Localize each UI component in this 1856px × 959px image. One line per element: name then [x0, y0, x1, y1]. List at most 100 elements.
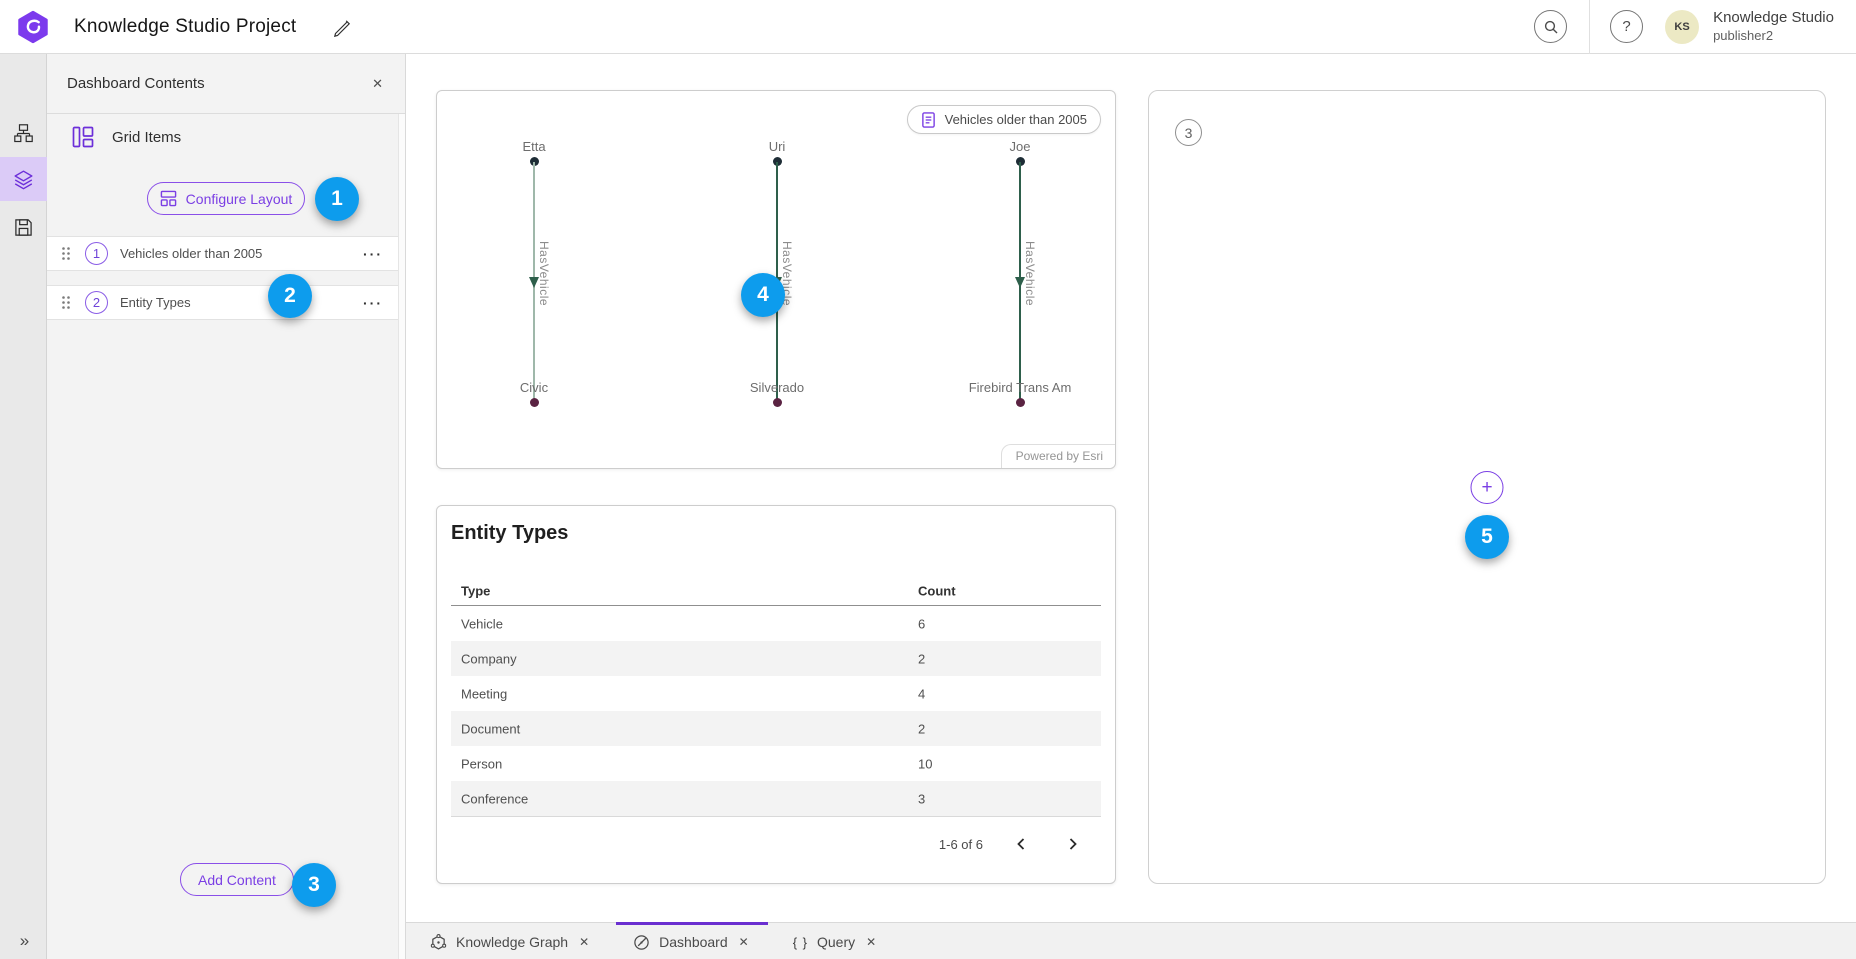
drag-handle-icon[interactable]	[61, 295, 71, 310]
cell-count: 10	[918, 756, 933, 771]
cell-type: Document	[461, 721, 521, 736]
next-page-button[interactable]	[1059, 833, 1087, 855]
table-row: Company 2	[451, 641, 1101, 676]
cell-count: 4	[918, 686, 926, 701]
edit-title-icon[interactable]	[332, 17, 352, 37]
tab-dashboard[interactable]: Dashboard ✕	[616, 922, 768, 959]
graph-node[interactable]	[529, 398, 539, 407]
slot-number-badge: 3	[1175, 119, 1202, 146]
knowledge-studio-logo-icon	[18, 10, 48, 43]
node-label: Uri	[768, 139, 786, 154]
add-content-button[interactable]: Add Content	[180, 863, 294, 896]
table-bottom-border	[451, 816, 1101, 817]
item-number-badge: 1	[85, 242, 108, 265]
document-icon	[921, 111, 935, 128]
column-header-type: Type	[461, 583, 491, 598]
app-header: Knowledge Studio Project ? KS Knowledge …	[0, 0, 1856, 54]
grid-item-label: Vehicles older than 2005	[120, 246, 263, 261]
drag-handle-icon[interactable]	[61, 246, 71, 261]
search-button[interactable]	[1534, 10, 1568, 43]
panel-title: Dashboard Contents	[67, 75, 205, 92]
grid-item-row-vehicles[interactable]: 1 Vehicles older than 2005 ···	[47, 236, 399, 271]
knowledge-graph-icon	[430, 933, 447, 950]
user-info[interactable]: Knowledge Studio publisher2	[1713, 9, 1834, 44]
annotation-badge-1: 1	[315, 177, 359, 221]
grid-item-row-entity-types[interactable]: 2 Entity Types ···	[47, 285, 399, 320]
column-header-count: Count	[918, 583, 956, 598]
graph-node[interactable]	[529, 157, 539, 166]
rail-item-data-model[interactable]	[0, 111, 47, 155]
rail-item-save[interactable]	[0, 205, 47, 249]
chevron-left-icon	[1017, 838, 1025, 850]
configure-layout-label: Configure Layout	[185, 190, 293, 207]
edge-arrow-icon	[529, 277, 539, 288]
cell-type: Meeting	[461, 686, 508, 701]
panel-header: Dashboard Contents ✕	[47, 54, 405, 114]
tab-query[interactable]: { } Query ✕	[776, 922, 895, 959]
esri-attribution: Powered by Esri	[1000, 444, 1115, 468]
cell-count: 2	[918, 721, 926, 736]
graph-node[interactable]	[772, 398, 782, 407]
tab-label: Dashboard	[659, 934, 728, 950]
table-row: Meeting 4	[451, 676, 1101, 711]
annotation-badge-4: 4	[741, 273, 785, 317]
edge-label: HasVehicle	[1023, 241, 1037, 307]
item-options-icon[interactable]: ···	[363, 245, 383, 262]
header-divider	[1589, 0, 1591, 54]
cell-type: Person	[461, 756, 503, 771]
annotation-badge-3: 3	[292, 863, 336, 907]
page-title: Knowledge Studio Project	[74, 15, 297, 37]
close-panel-icon[interactable]: ✕	[372, 75, 383, 91]
tab-knowledge-graph[interactable]: Knowledge Graph ✕	[413, 922, 608, 959]
view-tab-bar: Knowledge Graph ✕ Dashboard ✕ { } Query …	[406, 922, 1856, 959]
close-tab-icon[interactable]: ✕	[579, 935, 590, 949]
grid-items-label: Grid Items	[112, 128, 182, 146]
cell-type: Company	[461, 651, 517, 666]
graph-node[interactable]	[1015, 157, 1025, 166]
empty-grid-slot: 3 +	[1148, 90, 1826, 884]
graph-filter-chip[interactable]: Vehicles older than 2005	[906, 105, 1101, 134]
cell-count: 3	[918, 791, 926, 806]
avatar[interactable]: KS	[1665, 9, 1700, 44]
add-widget-button[interactable]: +	[1470, 471, 1504, 504]
entity-types-widget: Entity Types Type Count Vehicle 6 Compan…	[436, 505, 1116, 884]
graph-node[interactable]	[772, 157, 782, 166]
pagination-range: 1-6 of 6	[938, 836, 983, 852]
panel-scrollbar[interactable]	[398, 114, 405, 959]
node-label: Firebird Trans Am	[968, 380, 1072, 395]
table-row: Conference 3	[451, 781, 1101, 816]
annotation-badge-2: 2	[268, 274, 312, 318]
cell-type: Vehicle	[461, 616, 503, 631]
table-row: Vehicle 6	[451, 606, 1101, 641]
cell-count: 2	[918, 651, 926, 666]
tab-label: Query	[817, 934, 856, 950]
edge-label: HasVehicle	[537, 241, 551, 307]
search-icon	[1544, 20, 1558, 33]
save-icon	[15, 218, 32, 236]
expand-rail-icon[interactable]: »	[19, 931, 29, 950]
tab-label: Knowledge Graph	[456, 934, 569, 950]
graph-filter-chip-label: Vehicles older than 2005	[944, 112, 1087, 127]
widget-title: Entity Types	[451, 522, 569, 544]
user-name: Knowledge Studio	[1713, 9, 1834, 26]
close-tab-icon[interactable]: ✕	[738, 935, 749, 949]
previous-page-button[interactable]	[1007, 833, 1035, 855]
graph-node[interactable]	[1015, 398, 1025, 407]
item-number-badge: 2	[85, 291, 108, 314]
node-label: Civic	[519, 380, 549, 395]
user-role: publisher2	[1713, 27, 1774, 43]
entity-types-table: Type Count Vehicle 6 Company 2 Meeting 4…	[451, 576, 1101, 817]
configure-layout-button[interactable]: Configure Layout	[147, 182, 305, 215]
chevron-right-icon	[1069, 838, 1077, 850]
table-row: Person 10	[451, 746, 1101, 781]
layout-icon	[160, 190, 176, 207]
left-icon-rail: »	[0, 54, 47, 959]
graph-column: Joe HasVehicle Firebird Trans Am	[920, 91, 1120, 468]
graph-column: Etta HasVehicle Civic	[434, 91, 634, 468]
close-tab-icon[interactable]: ✕	[866, 935, 877, 949]
item-options-icon[interactable]: ···	[363, 294, 383, 311]
help-button[interactable]: ?	[1610, 10, 1644, 43]
pagination: 1-6 of 6	[451, 822, 1101, 866]
edge-arrow-icon	[1015, 277, 1025, 288]
rail-item-dashboard-contents[interactable]	[0, 157, 47, 201]
